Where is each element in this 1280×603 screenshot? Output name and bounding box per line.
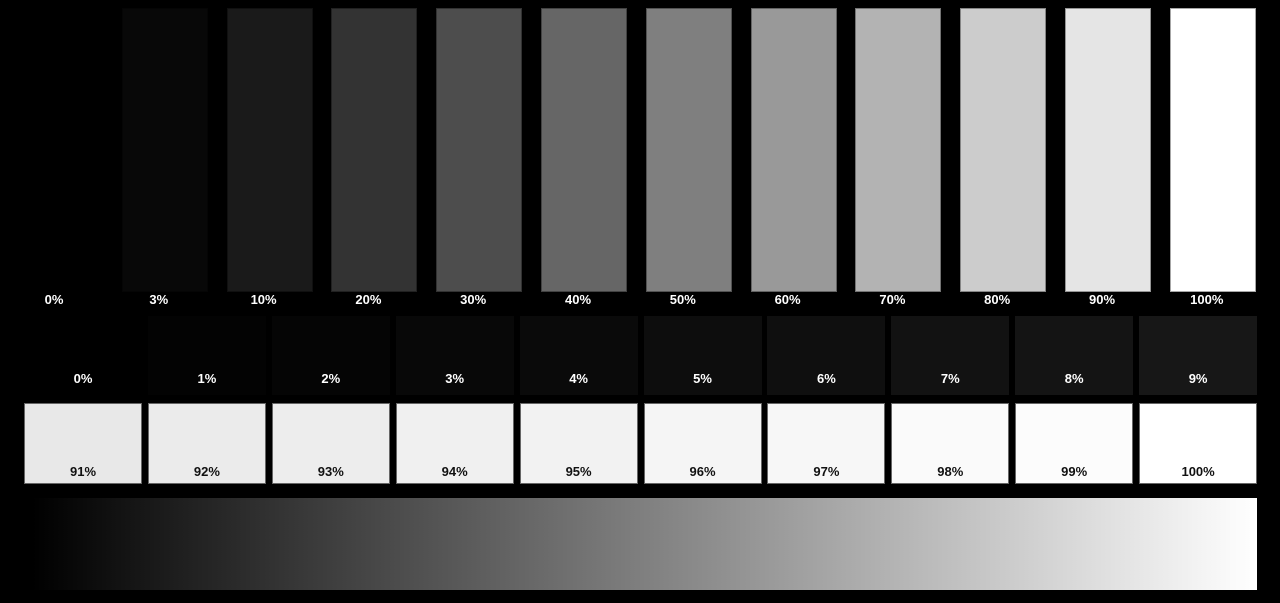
- near-white-patch-label: 100%: [1181, 464, 1215, 479]
- near-black-patch: [1139, 316, 1258, 395]
- near-black-patch-label: 7%: [940, 371, 960, 386]
- gray-bar: [17, 8, 103, 292]
- near-white-patch-label: 92%: [193, 464, 220, 479]
- near-black-patch-label: 5%: [693, 371, 712, 386]
- gray-bar: [121, 8, 208, 292]
- gray-bar: [645, 8, 732, 292]
- gray-bar-label: 50%: [669, 292, 696, 307]
- gray-bar-label: 3%: [149, 292, 169, 307]
- near-black-patch: [395, 316, 514, 395]
- grayscale-gradient-ramp: [32, 498, 1257, 590]
- gray-bar: [750, 8, 837, 292]
- near-white-patch-label: 98%: [937, 464, 964, 479]
- gray-bar-label: 80%: [984, 292, 1011, 307]
- near-black-patch-label: 9%: [1188, 371, 1208, 386]
- near-white-patch: [891, 403, 1010, 484]
- near-black-patch: [519, 316, 638, 395]
- gray-bar-label: 10%: [250, 292, 277, 307]
- near-black-patch-label: 4%: [569, 371, 588, 386]
- gray-bar-label: 0%: [44, 292, 64, 307]
- gray-bar-label: 70%: [879, 292, 906, 307]
- gray-bar: [226, 8, 313, 292]
- near-black-patch: [1015, 316, 1134, 395]
- near-black-patch: [767, 316, 886, 395]
- near-black-patch: [891, 316, 1010, 395]
- gray-bar-label: 30%: [460, 292, 487, 307]
- near-white-patch: [24, 403, 142, 484]
- near-black-patch-label: 2%: [321, 371, 341, 386]
- near-white-patch: [147, 403, 266, 484]
- near-black-patch-label: 6%: [816, 371, 836, 386]
- near-white-patch-label: 96%: [689, 464, 716, 479]
- near-black-patch-label: 8%: [1064, 371, 1084, 386]
- near-black-patch-label: 0%: [73, 371, 93, 386]
- near-white-patch: [1015, 403, 1134, 484]
- gray-bar: [331, 8, 418, 292]
- near-white-patch-label: 91%: [69, 464, 97, 479]
- near-black-patch: [271, 316, 390, 395]
- gray-bar-label: 90%: [1088, 292, 1116, 307]
- gray-bar: [436, 8, 523, 292]
- gray-bar: [855, 8, 942, 292]
- near-white-patch: [519, 403, 638, 484]
- gray-bar: [541, 8, 627, 292]
- gray-bar-label: 40%: [564, 292, 592, 307]
- near-white-patch-label: 97%: [813, 464, 840, 479]
- near-white-patch: [1139, 403, 1258, 484]
- gray-bar-label: 100%: [1190, 292, 1224, 307]
- gray-bar-label: 60%: [774, 292, 801, 307]
- near-black-patch: [24, 316, 142, 395]
- gray-bar: [1169, 8, 1256, 292]
- near-black-patch: [147, 316, 266, 395]
- near-white-patch: [643, 403, 762, 484]
- near-white-patch: [395, 403, 514, 484]
- near-white-patch-label: 93%: [317, 464, 344, 479]
- near-black-patch-label: 3%: [445, 371, 465, 386]
- near-white-patch-label: 99%: [1061, 464, 1088, 479]
- gray-bar: [1065, 8, 1151, 292]
- gray-bar: [960, 8, 1047, 292]
- near-white-patch-label: 95%: [565, 464, 592, 479]
- near-white-patch-label: 94%: [441, 464, 468, 479]
- near-black-patch: [643, 316, 762, 395]
- near-white-patch: [271, 403, 390, 484]
- gray-bar-label: 20%: [355, 292, 382, 307]
- near-white-patch: [767, 403, 886, 484]
- near-black-patch-label: 1%: [197, 371, 217, 386]
